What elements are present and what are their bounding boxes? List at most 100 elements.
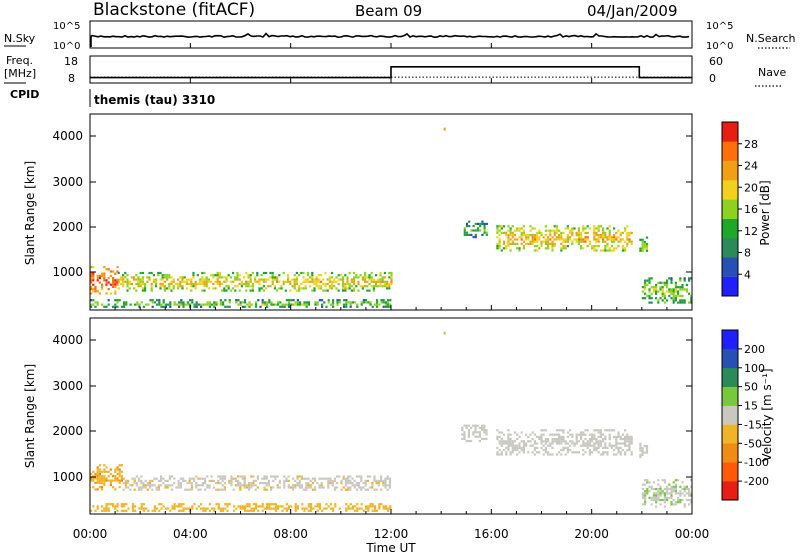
echo-cell: [255, 303, 258, 306]
echo-cell: [566, 431, 569, 434]
echo-cell: [140, 482, 143, 485]
echo-cell: [644, 283, 647, 287]
echo-cell: [670, 288, 673, 291]
echo-cell: [195, 507, 198, 510]
echo-cell: [98, 292, 101, 295]
echo-cell: [194, 280, 197, 283]
echo-cell: [254, 278, 257, 281]
echo-cell: [643, 444, 646, 448]
echo-cell: [599, 444, 602, 447]
echo-cell: [276, 280, 279, 283]
echo-cell: [261, 303, 264, 306]
echo-cell: [314, 505, 317, 508]
echo-cell: [511, 442, 514, 445]
echo-cell: [602, 236, 605, 239]
echo-cell: [569, 231, 572, 234]
echo-cell: [652, 288, 655, 291]
echo-cell: [544, 442, 547, 445]
echo-cell: [119, 276, 122, 279]
echo-cell: [92, 477, 95, 480]
echo-cell: [174, 282, 177, 286]
echo-cell: [267, 479, 270, 482]
echo-cell: [101, 274, 104, 277]
echo-cell: [116, 479, 119, 482]
echo-cell: [236, 285, 239, 288]
echo-cell: [177, 479, 180, 482]
echo-cell: [246, 303, 249, 306]
echo-cell: [135, 274, 138, 277]
echo-cell: [566, 227, 569, 230]
echo-cell: [230, 477, 233, 480]
echo-cell: [496, 229, 499, 232]
echo-cell: [263, 482, 266, 485]
echo-cell: [580, 245, 583, 248]
echo-cell: [540, 242, 543, 245]
echo-cell: [465, 222, 469, 225]
echo-cell: [389, 303, 392, 306]
echo-cell: [136, 301, 139, 304]
echo-cell: [357, 282, 360, 286]
echo-cell: [520, 449, 523, 452]
echo-cell: [116, 472, 119, 476]
echo-cell: [327, 505, 330, 508]
echo-cell: [103, 464, 106, 467]
echo-cell: [478, 435, 481, 438]
echo-cell: [624, 429, 627, 432]
echo-cell: [584, 442, 587, 445]
echo-cell: [571, 442, 574, 445]
echo-cell: [355, 484, 358, 487]
echo-cell: [388, 479, 391, 482]
echo-cell: [569, 229, 572, 232]
echo-cell: [513, 444, 517, 447]
echo-cell: [588, 227, 591, 230]
echo-cell: [345, 509, 348, 512]
echo-cell: [347, 477, 350, 480]
echo-cell: [235, 507, 238, 510]
echo-cell: [586, 225, 589, 228]
echo-cell: [657, 487, 660, 491]
echo-cell: [558, 451, 561, 454]
echo-cell: [540, 442, 543, 445]
echo-cell: [249, 289, 252, 292]
echo-cell: [126, 285, 129, 288]
echo-cell: [315, 276, 318, 279]
echo-cell: [283, 305, 286, 308]
echo-cell: [648, 490, 651, 493]
echo-cell: [690, 299, 693, 302]
echo-cell: [551, 236, 554, 239]
echo-cell: [188, 278, 191, 281]
echo-cell: [295, 280, 298, 283]
echo-cell: [284, 280, 287, 283]
echo-cell: [613, 247, 616, 250]
echo-cell: [577, 236, 580, 239]
echo-cell: [577, 238, 580, 241]
echo-cell: [234, 285, 237, 288]
echo-cell: [180, 303, 183, 306]
echo-cell: [255, 507, 258, 510]
echo-cell: [349, 488, 352, 491]
echo-cell: [164, 303, 167, 306]
echo-cell: [624, 451, 627, 454]
echo-cell: [558, 433, 561, 436]
echo-cell: [502, 449, 506, 452]
echo-cell: [114, 292, 117, 295]
echo-cell: [668, 487, 671, 491]
echo-cell: [248, 505, 251, 508]
echo-cell: [507, 242, 510, 245]
echo-cell: [610, 444, 613, 447]
echo-cell: [479, 229, 482, 232]
echo-cell: [388, 477, 391, 480]
echo-cell: [520, 231, 523, 234]
echo-cell: [221, 479, 224, 482]
echo-cell: [467, 440, 470, 443]
echo-cell: [258, 282, 261, 286]
echo-cell: [593, 442, 596, 445]
echo-cell: [256, 475, 259, 478]
echo-cell: [247, 274, 250, 277]
echo-cell: [652, 492, 655, 495]
echo-cell: [507, 438, 510, 441]
echo-cell: [298, 486, 301, 489]
echo-cell: [593, 229, 596, 232]
echo-cell: [281, 305, 284, 308]
echo-cell: [277, 301, 280, 304]
